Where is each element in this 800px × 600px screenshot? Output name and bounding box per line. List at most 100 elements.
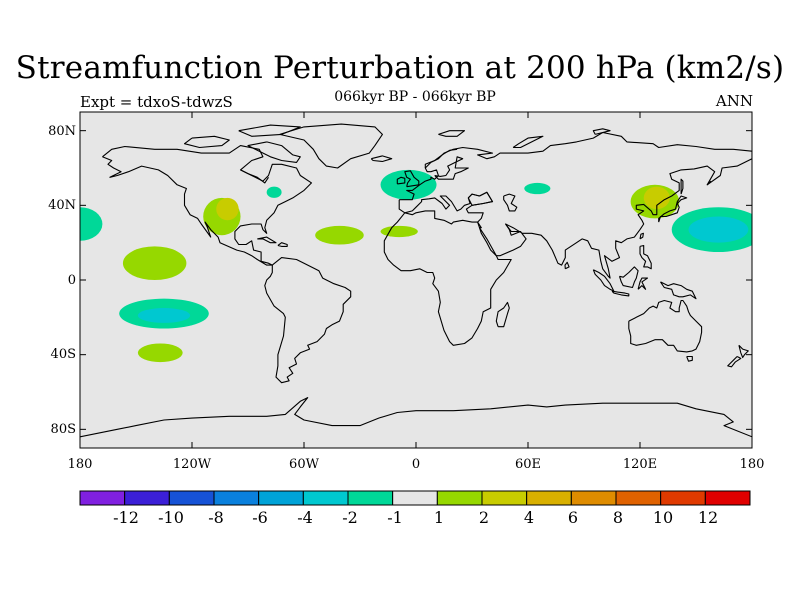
colorbar-label: 8 — [612, 508, 624, 527]
coastline-iceland — [370, 155, 393, 163]
anomaly-region — [137, 343, 183, 363]
colorbar-label: -2 — [342, 508, 358, 527]
coastline-sumatra — [592, 269, 615, 292]
coastline-severnaya — [592, 128, 611, 135]
coastline-antarctica — [80, 397, 752, 438]
anomaly-region — [380, 225, 418, 238]
colorbar-swatch — [392, 490, 438, 506]
anomaly-region — [315, 225, 364, 245]
coastline-sulawesi — [637, 277, 649, 290]
y-tick-label: 0 — [67, 273, 76, 288]
coastline-kamchatka-tip — [706, 180, 712, 186]
coastline-layer — [80, 123, 752, 438]
coastline-baltic — [434, 156, 469, 180]
colorbar-swatch — [302, 490, 349, 506]
y-tick-label: 40N — [48, 198, 76, 213]
anomaly-region — [688, 216, 749, 243]
coastline-black-sea — [467, 191, 494, 206]
x-tick-label: 120W — [172, 457, 212, 472]
page-title: Streamfunction Perturbation at 200 hPa (… — [15, 50, 785, 86]
colorbar-swatch — [347, 490, 394, 506]
colorbar-swatch — [436, 490, 483, 506]
colorbar-label: 2 — [478, 508, 490, 527]
coastline-caspian — [503, 193, 518, 212]
x-tick-label: 0 — [411, 457, 421, 472]
x-tick-label: 60W — [289, 457, 319, 472]
map-background — [80, 112, 752, 448]
x-tick-label: 120E — [622, 457, 658, 472]
anomaly-region — [122, 246, 187, 280]
coastline-canada-arctic-1 — [183, 135, 230, 149]
coastline-new-zealand-s — [727, 356, 742, 368]
coastline-taiwan — [639, 232, 644, 240]
colorbar-label: -10 — [158, 508, 184, 527]
colorbar-label: 12 — [697, 508, 719, 527]
coastline-tasmania — [686, 355, 693, 362]
coastline-south-america — [264, 257, 352, 384]
coastline-new-zealand-n — [738, 344, 749, 359]
coastline-sri-lanka — [564, 261, 570, 270]
tick-marks — [79, 112, 753, 448]
experiment-label: Expt = tdxoS-tdwzS — [80, 93, 233, 111]
colorbar-label: 10 — [652, 508, 674, 527]
time-range-label: 066kyr BP - 066kyr BP — [334, 89, 496, 105]
x-tick-label: 180 — [739, 457, 765, 472]
anomaly-region — [80, 207, 103, 241]
coastline-hispaniola — [277, 242, 288, 247]
coastline-borneo — [618, 266, 639, 289]
colorbar-label: 1 — [433, 508, 445, 527]
colorbar-label: 4 — [523, 508, 535, 527]
colorbar-swatch — [570, 490, 617, 506]
colorbar-label: -1 — [387, 508, 403, 527]
colorbar-label: -12 — [113, 508, 139, 527]
coastline-madagascar — [495, 301, 510, 328]
colorbar-swatch — [168, 490, 215, 506]
anomaly-layer — [80, 169, 752, 363]
coastline-java — [611, 290, 630, 297]
colorbar-swatch — [258, 490, 304, 506]
colorbar-swatch — [481, 490, 528, 506]
season-label: ANN — [715, 92, 753, 110]
colorbar-label: -4 — [297, 508, 313, 527]
y-tick-label: 80N — [48, 124, 76, 139]
colorbar-swatch — [660, 490, 706, 506]
coastline-philippines — [639, 244, 652, 270]
coastline-japan — [658, 195, 688, 223]
colorbar — [79, 490, 751, 506]
colorbar-swatch — [213, 490, 260, 506]
colorbar-swatch — [704, 490, 751, 506]
coastline-cuba — [257, 236, 277, 244]
coastline-canada-arctic-2 — [238, 124, 301, 137]
colorbar-label: -6 — [252, 508, 268, 527]
colorbar-swatch — [526, 490, 572, 506]
coastline-great-britain — [404, 170, 420, 188]
coastline-new-guinea — [660, 281, 697, 300]
coastline-svalbard — [438, 130, 466, 137]
colorbar-label: 6 — [567, 508, 579, 527]
y-tick-label: 40S — [50, 347, 76, 362]
colorbar-label: -8 — [208, 508, 224, 527]
anomaly-region — [216, 197, 239, 221]
colorbar-swatch — [124, 490, 170, 506]
anomaly-region — [380, 169, 437, 200]
coastline-sakhalin — [680, 178, 684, 195]
coastline-hudson-bay-south — [240, 169, 269, 184]
coastline-scandinavia-west — [424, 148, 458, 168]
y-tick-label: 80S — [50, 422, 76, 437]
anomaly-region — [266, 186, 282, 198]
coastline-africa — [383, 210, 512, 346]
x-tick-label: 180 — [67, 457, 93, 472]
coastline-baffin — [247, 141, 301, 163]
anomaly-region — [643, 186, 670, 210]
anomaly-region — [137, 308, 191, 323]
colorbar-swatch — [79, 490, 126, 506]
coastline-greenland — [279, 123, 383, 169]
x-tick-label: 60E — [514, 457, 542, 472]
coastline-australia — [628, 299, 703, 353]
coastline-novaya-zemlya — [512, 135, 544, 149]
colorbar-swatch — [615, 490, 662, 506]
anomaly-region — [524, 182, 551, 195]
coastline-ireland — [396, 176, 406, 185]
coastline-arabian-gulf — [505, 223, 521, 236]
